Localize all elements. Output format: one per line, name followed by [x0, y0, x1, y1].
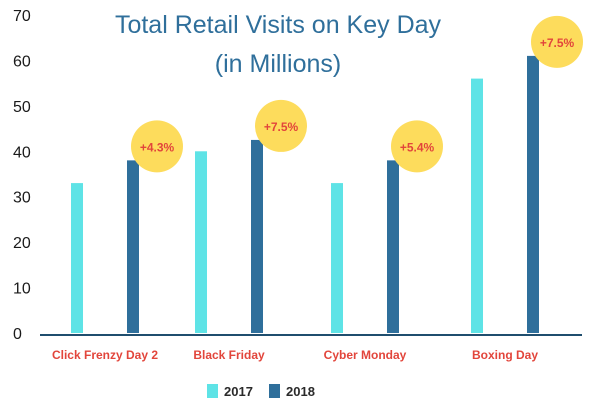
bar-2017-1 [195, 151, 207, 333]
y-tick-label: 40 [13, 144, 31, 161]
growth-badge-circle [255, 99, 307, 152]
y-tick-label: 70 [13, 8, 31, 25]
y-tick-label: 20 [13, 235, 31, 252]
bar-2018-1 [251, 139, 263, 333]
growth-badge-circle [531, 15, 583, 68]
chart-title-line-2: (in Millions) [215, 50, 341, 78]
y-tick-label: 60 [13, 53, 31, 70]
growth-badges: +4.3% +7.5% +5.4% +7.5% [131, 15, 583, 173]
growth-badge-circle [391, 120, 443, 173]
legend-label-2018: 2018 [286, 384, 315, 399]
legend: 2017 2018 [207, 384, 315, 399]
bar-2017-3 [471, 78, 483, 333]
growth-badge-label: +7.5% [264, 120, 299, 134]
bar-2017-0 [71, 183, 83, 333]
x-category-label: Boxing Day [472, 348, 538, 362]
x-category-label: Click Frenzy Day 2 [52, 348, 158, 362]
bar-2018-3 [527, 55, 539, 334]
legend-swatch-2017 [207, 384, 218, 398]
bar-2018-0 [127, 160, 139, 333]
y-axis-ticks: 0 10 20 30 40 50 60 70 [13, 8, 31, 343]
chart-title: Total Retail Visits on Key Day (in Millio… [115, 11, 442, 78]
bar-2018-2 [387, 160, 399, 333]
growth-badge-1: +7.5% [255, 99, 307, 152]
y-tick-label: 10 [13, 281, 31, 298]
growth-badge-label: +7.5% [540, 36, 575, 50]
growth-badge-label: +5.4% [400, 140, 435, 154]
bars [71, 55, 539, 334]
growth-badge-0: +4.3% [131, 120, 183, 173]
legend-label-2017: 2017 [224, 384, 253, 399]
x-axis-categories: Click Frenzy Day 2 Black Friday Cyber Mond… [52, 348, 538, 362]
x-category-label: Cyber Monday [324, 348, 407, 362]
y-tick-label: 0 [13, 326, 22, 343]
legend-swatch-2018 [269, 384, 280, 398]
x-category-label: Black Friday [193, 348, 265, 362]
growth-badge-label: +4.3% [140, 140, 175, 154]
y-tick-label: 50 [13, 99, 31, 116]
chart-title-line-1: Total Retail Visits on Key Day [115, 11, 442, 39]
y-tick-label: 30 [13, 190, 31, 207]
growth-badge-2: +5.4% [391, 120, 443, 173]
growth-badge-circle [131, 120, 183, 173]
growth-badge-3: +7.5% [531, 15, 583, 68]
bar-2017-2 [331, 183, 343, 333]
